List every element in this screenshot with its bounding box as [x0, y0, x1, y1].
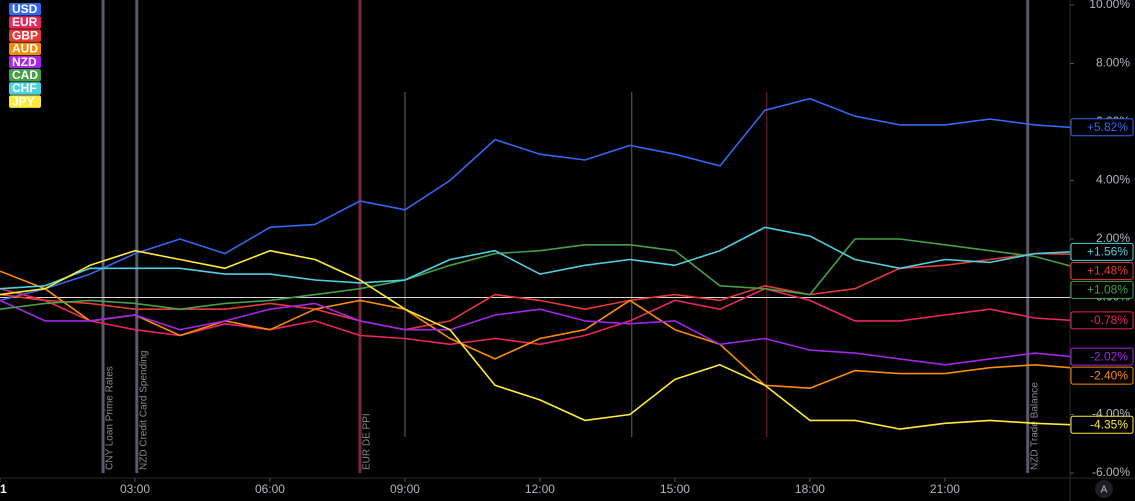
legend-label: USD [12, 2, 38, 16]
x-tick-label: 18:00 [795, 482, 825, 496]
event-label: NZD Trade Balance [1029, 382, 1040, 470]
last-value-tag: -4.35% [1070, 415, 1134, 434]
legend-item: EUR [9, 15, 41, 29]
last-value-box [1070, 118, 1134, 137]
legend-label: EUR [12, 15, 38, 29]
last-value-label: +5.82% [1087, 120, 1128, 134]
legend-swatch [9, 42, 41, 56]
y-tick-label: 2.00% [1096, 231, 1130, 245]
event-label: NZD Credit Card Spending [138, 351, 149, 471]
last-value-box [1070, 242, 1134, 261]
series-line [0, 97, 1071, 302]
x-tick-label: 21:00 [930, 482, 960, 496]
last-value-tag: +1.48% [1070, 261, 1134, 280]
legend-label: JPY [12, 94, 35, 108]
series-line [0, 270, 1071, 389]
y-tick-label: 4.00% [1096, 173, 1130, 187]
legend-swatch [9, 55, 41, 69]
legend-swatch [9, 29, 41, 42]
legend-item: CHF [9, 81, 41, 95]
series-line [0, 238, 1071, 310]
legend-item: GBP [9, 28, 41, 42]
last-value-box [1070, 415, 1134, 434]
event-label: CNY Loan Prime Rates [105, 366, 116, 470]
last-value-tag: +1.08% [1070, 280, 1134, 299]
last-value-label: +1.48% [1087, 264, 1128, 278]
x-tick-label: 15:00 [660, 482, 690, 496]
legend-label: CAD [12, 68, 38, 82]
series-line [0, 249, 1071, 430]
last-value-label: -4.35% [1090, 417, 1128, 431]
x-tick-label: 1 [0, 482, 7, 496]
last-value-box [1070, 261, 1134, 280]
legend-item: CAD [9, 68, 41, 82]
legend-swatch [9, 95, 41, 108]
x-tick-label: 12:00 [525, 482, 555, 496]
legend-item: AUD [9, 42, 41, 56]
last-value-tag: -0.78% [1070, 311, 1134, 330]
last-value-box [1070, 366, 1134, 385]
series-line [0, 226, 1071, 290]
event-label: EUR DE PPI [362, 413, 373, 470]
legend-item: JPY [9, 94, 41, 108]
last-value-label: -2.40% [1090, 368, 1128, 382]
x-tick-label: 06:00 [255, 482, 285, 496]
legend-label: CHF [12, 81, 37, 95]
last-value-label: -0.78% [1090, 313, 1128, 327]
x-tick-label: 03:00 [120, 482, 150, 496]
last-value-box [1070, 347, 1134, 366]
y-tick-label: 8.00% [1096, 56, 1130, 70]
y-tick-label: 10.00% [1089, 0, 1130, 11]
last-value-box [1070, 311, 1134, 330]
x-tick-label: 09:00 [390, 482, 420, 496]
last-value-box [1070, 280, 1134, 299]
legend-item: NZD [9, 55, 41, 69]
legend-label: NZD [12, 55, 37, 69]
series-line [0, 299, 1071, 366]
auto-scale-button[interactable] [1095, 480, 1113, 498]
legend-swatch [9, 69, 41, 82]
legend-swatch [9, 3, 41, 16]
last-value-tag: -2.02% [1070, 347, 1134, 366]
legend-swatch [9, 16, 41, 29]
last-value-tag: +5.82% [1070, 118, 1134, 137]
last-value-tag: +1.56% [1070, 242, 1134, 261]
legend-swatch [9, 82, 41, 95]
y-tick-label: -6.00% [1092, 465, 1130, 479]
last-value-label: +1.56% [1087, 245, 1128, 259]
auto-scale-label[interactable]: A [1101, 485, 1108, 496]
last-value-label: +1.08% [1087, 283, 1128, 297]
legend-item: USD [9, 2, 41, 16]
last-value-label: -2.02% [1090, 349, 1128, 363]
legend-label: GBP [12, 28, 38, 42]
last-value-tag: -2.40% [1070, 366, 1134, 385]
legend-label: AUD [12, 42, 38, 56]
